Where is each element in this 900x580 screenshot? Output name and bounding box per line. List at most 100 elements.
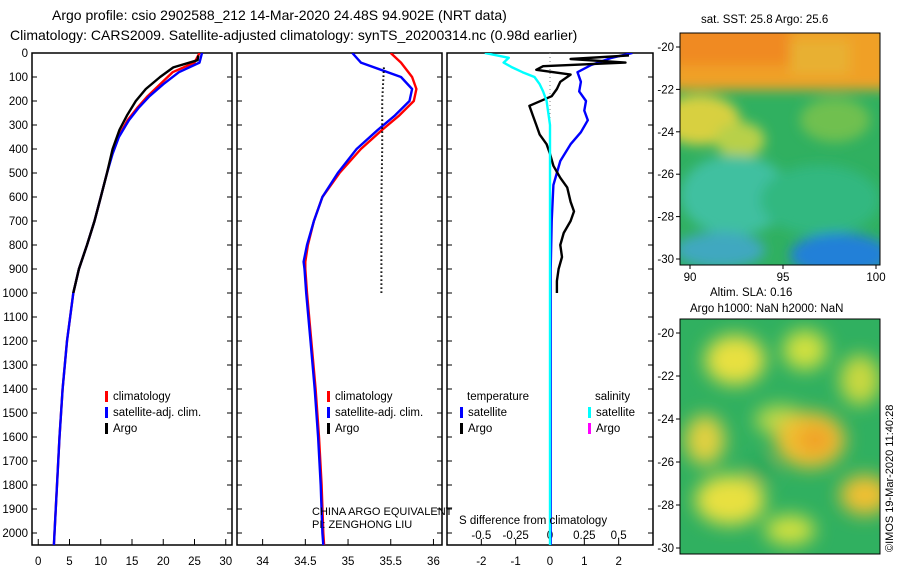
lon-tick-label: 90 <box>684 272 697 284</box>
depth-tick-label: 1600 <box>2 432 28 444</box>
legend-label-sal-satellite: satellite <box>596 407 635 419</box>
legend-heading-temperature: temperature <box>467 391 529 403</box>
depth-tick-label: 1100 <box>3 312 28 324</box>
x-tick-label: 5 <box>66 556 72 568</box>
depth-axis: 0 100 200 300 400 500 600 700 800 900 1000 1100 1200… <box>2 48 653 540</box>
x-tick-label: -2 <box>476 556 486 568</box>
temperature-panel-frame <box>31 52 233 546</box>
sst-map-axes: -20 -22 -24 -26 -28 -30 90 95 100 <box>657 42 885 284</box>
legend-heading-salinity: salinity <box>595 391 630 403</box>
series-line-satellite-adj-clim- <box>302 53 414 545</box>
depth-tick-label: 100 <box>9 72 28 84</box>
x-tick-label: 34 <box>256 556 269 568</box>
lat-tick-label: -28 <box>657 212 674 224</box>
lat-tick-label: -28 <box>657 500 674 512</box>
x-tick-label: 25 <box>188 556 201 568</box>
series-line-temperature-satellite <box>549 53 633 545</box>
x-tick-label: 35 <box>342 556 355 568</box>
legend-swatch-argo <box>327 423 330 434</box>
s-diff-tick-label: -0.25 <box>503 530 529 542</box>
temperature-legend: climatology satellite-adj. clim. Argo <box>105 391 201 435</box>
x-tick-label: 30 <box>219 556 232 568</box>
lat-tick-label: -22 <box>657 84 674 96</box>
sst-map-frame <box>679 32 881 266</box>
legend-label-satellite: satellite-adj. clim. <box>335 407 423 419</box>
legend-swatch-climatology <box>327 391 330 402</box>
x-tick-label: 36 <box>427 556 440 568</box>
lat-tick-label: -22 <box>657 371 674 383</box>
legend-label-climatology: climatology <box>113 391 171 403</box>
legend-swatch-sal-argo <box>588 423 591 434</box>
s-diff-tick-label: 0.25 <box>573 530 595 542</box>
depth-tick-label: 1900 <box>2 504 28 516</box>
depth-tick-label: 1800 <box>2 480 28 492</box>
depth-tick-label: 2000 <box>2 528 28 540</box>
depth-tick-label: 400 <box>9 144 28 156</box>
s-diff-tick-label: 0.5 <box>611 530 627 542</box>
series-line-salinity-satellite <box>484 53 552 545</box>
legend-label-temp-satellite: satellite <box>468 407 507 419</box>
legend-swatch-satellite <box>105 407 108 418</box>
lat-tick-label: -26 <box>657 169 674 181</box>
lat-tick-label: -30 <box>657 543 674 555</box>
salinity-legend: climatology satellite-adj. clim. Argo <box>327 391 423 435</box>
difference-axis-label: S difference from climatology <box>459 515 607 527</box>
figure-subtitle: Climatology: CARS2009. Satellite-adjuste… <box>10 27 577 43</box>
depth-tick-label: 1000 <box>2 288 28 300</box>
difference-legend: temperature salinity satellite Argo sate… <box>460 391 635 435</box>
salinity-x-axis: 34 34.5 35 35.5 36 <box>256 539 440 568</box>
salinity-series <box>302 53 418 545</box>
depth-tick-label: 1700 <box>2 456 28 468</box>
sla-map-axes: -20 -22 -24 -26 -28 -30 <box>657 328 680 555</box>
lat-tick-label: -20 <box>657 42 674 54</box>
series-line-argo <box>380 67 385 293</box>
temperature-x-axis: 0 5 10 15 20 25 30 <box>35 539 232 568</box>
salinity-panel-frame <box>236 52 443 546</box>
x-tick-label: 20 <box>157 556 170 568</box>
legend-swatch-satellite <box>327 407 330 418</box>
temperature-series <box>52 53 204 545</box>
depth-tick-label: 0 <box>22 48 28 60</box>
lat-tick-label: -24 <box>657 414 674 426</box>
credit-text: ©IMOS 19-Mar-2020 11:40:28 <box>884 405 896 552</box>
x-tick-label: -1 <box>511 556 521 568</box>
depth-tick-label: 900 <box>9 264 28 276</box>
series-line-satellite-adj-clim- <box>52 53 204 545</box>
series-line-climatology <box>304 53 418 545</box>
x-tick-label: 10 <box>94 556 107 568</box>
sla-map-frame <box>679 318 881 555</box>
depth-tick-label: 700 <box>9 216 28 228</box>
sla-map-subtitle: Argo h1000: NaN h2000: NaN <box>690 303 843 315</box>
depth-tick-label: 1200 <box>2 336 28 348</box>
difference-series <box>484 53 633 545</box>
legend-label-argo: Argo <box>113 423 137 435</box>
x-tick-label: 0 <box>547 556 553 568</box>
x-tick-label: 1 <box>581 556 587 568</box>
depth-tick-label: 1300 <box>2 360 28 372</box>
legend-label-sal-argo: Argo <box>596 423 620 435</box>
depth-tick-label: 1400 <box>2 384 28 396</box>
legend-label-temp-argo: Argo <box>468 423 492 435</box>
series-line-temperature-argo <box>528 54 630 293</box>
legend-swatch-temp-satellite <box>460 407 463 418</box>
legend-label-satellite: satellite-adj. clim. <box>113 407 201 419</box>
legend-swatch-argo <box>105 423 108 434</box>
sla-map <box>680 319 880 554</box>
x-tick-label: 15 <box>126 556 139 568</box>
lat-tick-label: -30 <box>657 254 674 266</box>
legend-label-argo: Argo <box>335 423 359 435</box>
pi-institution: CHINA ARGO EQUIVALENT <box>312 506 453 518</box>
lat-tick-label: -26 <box>657 457 674 469</box>
sla-map-title: Altim. SLA: 0.16 <box>710 287 792 299</box>
series-line-argo <box>72 55 200 294</box>
depth-tick-label: 800 <box>9 240 28 252</box>
legend-swatch-temp-argo <box>460 423 463 434</box>
x-tick-label: 35.5 <box>380 556 402 568</box>
series-line-climatology <box>52 53 201 545</box>
lat-tick-label: -20 <box>657 328 674 340</box>
sst-map-title: sat. SST: 25.8 Argo: 25.6 <box>701 14 828 26</box>
depth-tick-label: 300 <box>9 120 28 132</box>
x-tick-label: 0 <box>35 556 41 568</box>
legend-swatch-climatology <box>105 391 108 402</box>
depth-tick-label: 200 <box>9 96 28 108</box>
